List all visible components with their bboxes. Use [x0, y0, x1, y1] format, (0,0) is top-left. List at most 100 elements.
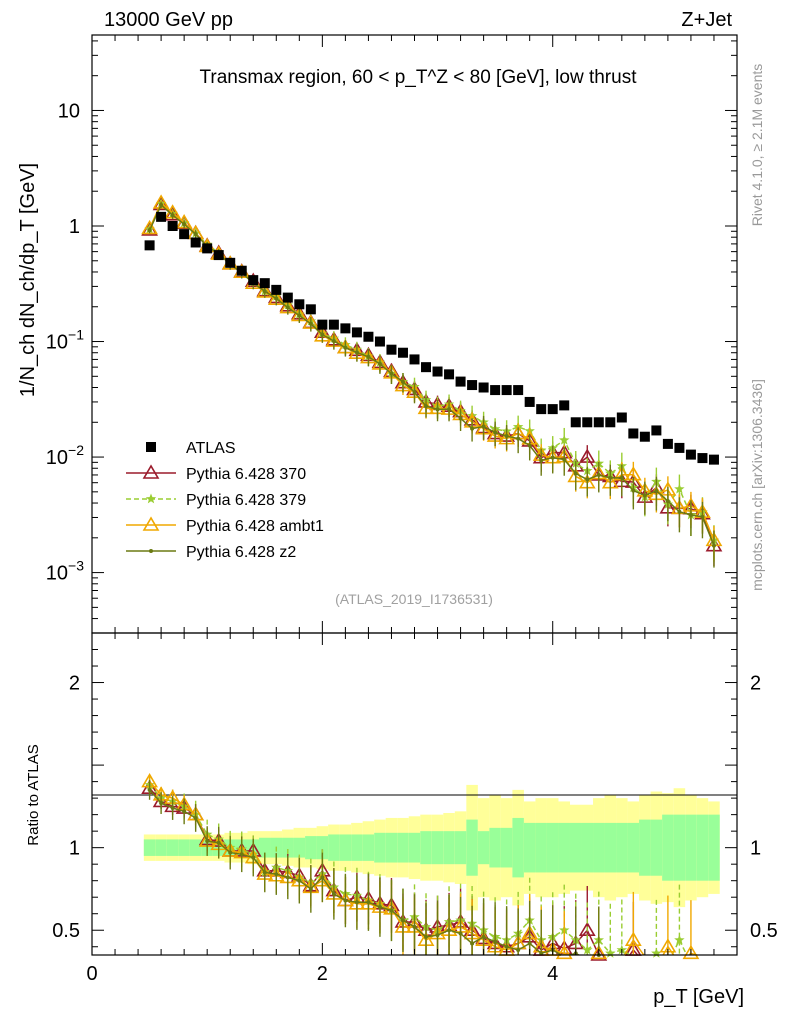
ratio-point-pythia-6-428-z2: [170, 806, 175, 811]
ratio-band-inner: [581, 822, 594, 873]
ratio-band-inner: [604, 822, 617, 873]
legend-marker-atlas: [146, 442, 156, 452]
atlas-point: [202, 243, 213, 254]
ratio-point-pythia-6-428-z2: [470, 941, 475, 946]
ratio-point-pythia-6-428-ambt1: [624, 931, 642, 946]
legend-marker-pythia-6-428-370: [142, 464, 160, 479]
point-pythia-6-428-z2: [343, 345, 348, 350]
ratio-point-pythia-6-428-z2: [343, 898, 348, 903]
ratio-point-pythia-6-428-z2: [216, 840, 221, 845]
point-pythia-6-428-z2: [550, 455, 555, 460]
atlas-point: [363, 331, 374, 342]
point-pythia-6-428-z2: [585, 477, 590, 482]
point-pythia-6-428-370: [164, 206, 182, 221]
legend-marker-pythia-6-428-379: [145, 493, 157, 504]
ratio-point-pythia-6-428-z2: [366, 900, 371, 905]
ratio-band-inner: [454, 831, 467, 865]
ratio-band-inner: [569, 822, 582, 873]
atlas-point: [490, 385, 501, 396]
atlas-point: [513, 385, 524, 396]
atlas-point: [271, 284, 282, 295]
ratio-band-inner: [259, 837, 271, 858]
legend-label-pythia-6-428-379: Pythia 6.428 379: [186, 492, 306, 509]
point-pythia-6-428-z2: [435, 407, 440, 412]
point-pythia-6-428-z2: [470, 426, 475, 431]
point-pythia-6-428-z2: [285, 305, 290, 310]
ratio-band-inner: [535, 822, 547, 873]
ratio-band-inner: [512, 817, 524, 878]
ratio-point-pythia-6-428-z2: [377, 905, 382, 910]
atlas-point: [685, 449, 696, 460]
point-pythia-6-428-z2: [711, 543, 716, 548]
ratio-y-axis-label: Ratio to ATLAS: [25, 744, 42, 845]
point-pythia-6-428-z2: [573, 471, 578, 476]
ratio-band-inner: [385, 832, 398, 863]
legend-label-pythia-6-428-ambt1: Pythia 6.428 ambt1: [186, 518, 324, 535]
atlas-point: [328, 319, 339, 330]
atlas-point: [651, 425, 662, 436]
atlas-point: [455, 376, 466, 387]
series-line-pythia-6-428-ambt1: [148, 201, 715, 541]
point-pythia-6-428-z2: [516, 436, 521, 441]
ratio-band-inner: [558, 822, 570, 873]
atlas-point: [639, 431, 650, 442]
atlas-point: [167, 220, 178, 231]
ratio-point-pythia-6-428-z2: [412, 924, 417, 929]
atlas-point: [386, 344, 397, 355]
atlas-point: [605, 417, 616, 428]
ratio-point-pythia-6-428-z2: [193, 815, 198, 820]
atlas-point: [570, 417, 581, 428]
point-pythia-6-428-z2: [642, 493, 647, 498]
atlas-point: [478, 382, 489, 393]
point-pythia-6-428-z2: [274, 296, 279, 301]
atlas-point: [213, 250, 224, 261]
point-pythia-6-428-z2: [366, 354, 371, 359]
ratio-point-pythia-6-428-379: [674, 934, 685, 945]
legend-label-atlas: ATLAS: [186, 440, 236, 457]
mcplots-label: mcplots.cern.ch [arXiv:1306.3436]: [749, 379, 765, 591]
y-tick-label: 10−1: [46, 327, 84, 354]
ratio-band-inner: [362, 834, 375, 861]
atlas-point: [144, 240, 155, 251]
ratio-band-inner: [662, 814, 674, 881]
point-pythia-6-428-z2: [458, 416, 463, 421]
atlas-point: [421, 362, 432, 373]
ratio-point-pythia-6-428-z2: [424, 934, 429, 939]
ratio-band-inner: [685, 814, 697, 881]
atlas-point: [397, 347, 408, 358]
ratio-point-pythia-6-428-z2: [251, 855, 256, 860]
atlas-point: [305, 304, 316, 315]
ratio-series: [141, 773, 700, 961]
point-pythia-6-428-z2: [619, 475, 624, 480]
ratio-band-inner: [696, 814, 709, 881]
legend-label-pythia-6-428-z2: Pythia 6.428 z2: [186, 544, 296, 561]
ratio-band-inner: [293, 837, 306, 858]
point-pythia-6-428-z2: [539, 458, 544, 463]
point-pythia-6-428-z2: [596, 472, 601, 477]
ratio-point-pythia-6-428-ambt1: [590, 944, 608, 960]
ratio-point-pythia-6-428-z2: [274, 872, 279, 877]
point-pythia-6-428-379: [559, 434, 570, 445]
atlas-point: [259, 278, 270, 289]
point-pythia-6-428-z2: [665, 499, 670, 504]
ratio-band-inner: [593, 822, 605, 873]
ratio-band-inner: [639, 819, 651, 876]
point-pythia-6-428-z2: [354, 350, 359, 355]
ratio-band-inner: [143, 839, 156, 856]
series-line-pythia-6-428-379: [148, 202, 715, 541]
rivet-label: Rivet 4.1.0, ≥ 2.1M events: [749, 64, 765, 227]
ratio-y-tick-label-left: 2: [69, 673, 80, 695]
ratio-bands: [143, 784, 720, 911]
point-pythia-6-428-z2: [562, 457, 567, 462]
ratio-point-pythia-6-428-z2: [285, 875, 290, 880]
atlas-point: [708, 454, 719, 465]
ratio-band-inner: [189, 839, 202, 856]
ratio-point-pythia-6-428-z2: [354, 900, 359, 905]
ratio-band-inner: [431, 831, 444, 865]
atlas-point: [351, 327, 362, 338]
atlas-point: [501, 385, 512, 396]
ratio-band-inner: [155, 839, 167, 856]
ratio-y-tick-label-left: 0.5: [52, 920, 80, 942]
atlas-point: [432, 366, 443, 377]
point-pythia-6-428-z2: [654, 488, 659, 493]
